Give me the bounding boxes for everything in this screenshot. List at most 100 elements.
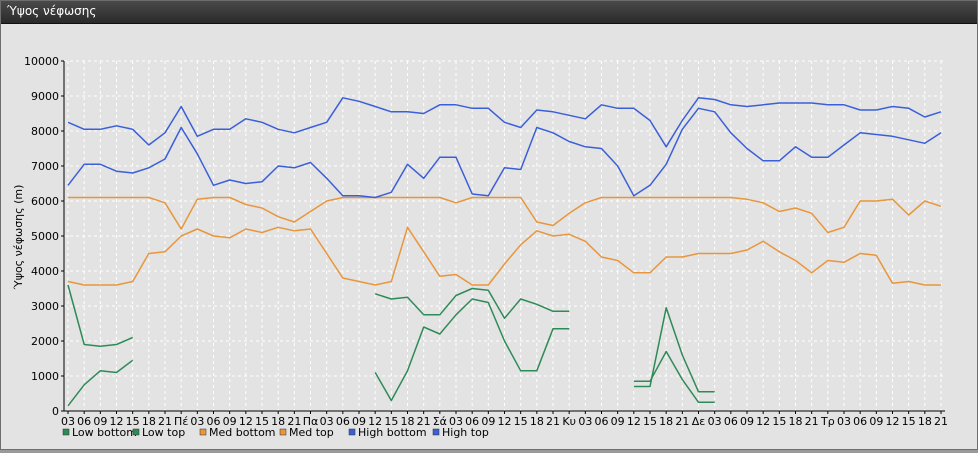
x-tick-label: 18 [530,415,544,428]
x-tick-label: 03 [320,415,334,428]
series-segment [67,226,941,286]
x-tick-label: 15 [643,415,657,428]
legend: Low bottom Low top Med bottom Med top High b… [62,426,489,439]
x-tick-label: Πα [303,415,319,428]
x-tick-label: 21 [417,415,431,428]
y-tick-label: 10000 [24,55,59,68]
title-bar: Ύψος νέφωσης [1,1,977,24]
x-tick-label: 06 [207,415,221,428]
x-tick-label: 03 [190,415,204,428]
legend-swatch [279,428,287,436]
legend-label: Low top [142,426,185,439]
series-low-top [67,298,715,407]
x-tick-label: 21 [805,415,819,428]
series-segment [633,350,715,404]
x-tick-label: 09 [93,415,107,428]
x-tick-label: 12 [627,415,641,428]
x-tick-label: 09 [223,415,237,428]
cloud-height-chart: 0 1000 2000 3000 4000 5000 6000 7000 8000 9000 100… [12,55,948,439]
x-tick-label: 18 [789,415,803,428]
legend-label: Low bottom [72,426,137,439]
series-med-top [68,196,942,234]
y-tick-label: 4000 [31,265,59,278]
y-tick-label: 0 [52,405,59,418]
x-tick-label: 06 [336,415,350,428]
x-tick-label: 06 [853,415,867,428]
x-tick-label: 03 [61,415,75,428]
x-tick-label: 15 [384,415,398,428]
legend-label: High bottom [358,426,427,439]
x-tick-label: 09 [352,415,366,428]
series-med-bottom [67,226,941,286]
x-tick-label: 03 [708,415,722,428]
x-tick-label: 21 [158,415,172,428]
x-tick-label: 18 [142,415,156,428]
x-tick-label: 06 [724,415,738,428]
x-tick-label: 12 [498,415,512,428]
x-tick-label: 21 [287,415,301,428]
x-tick-label: 12 [368,415,382,428]
legend-swatch [199,428,207,436]
series-segment [374,287,570,320]
series-segment [67,284,133,348]
series-lines [67,97,942,407]
x-tick-label: 12 [239,415,253,428]
y-tick-label: 8000 [31,125,59,138]
x-tick-label: 21 [546,415,560,428]
series-segment [67,359,134,407]
plot-frame: 0 1000 2000 3000 4000 5000 6000 7000 8000 9000 100… [1,25,977,449]
series-segment [633,307,715,393]
x-tick-label: 12 [756,415,770,428]
grid [64,60,945,412]
y-tick-label: 2000 [31,335,59,348]
x-tick-label: Σά [433,415,447,428]
x-tick-label: 18 [271,415,285,428]
x-tick-label: 21 [934,415,948,428]
legend-swatch [62,428,70,436]
y-axis-label: Ύψος νέφωσης (m) [12,185,25,291]
axes: 0 1000 2000 3000 4000 5000 6000 7000 8000 9000 100… [24,55,948,428]
legend-swatch [348,428,356,436]
x-tick-label: 09 [740,415,754,428]
series-segment [67,97,942,148]
x-tick-label: 15 [255,415,269,428]
x-tick-label: 03 [449,415,463,428]
legend-label: High top [442,426,489,439]
legend-swatch [432,428,440,436]
x-tick-label: 18 [401,415,415,428]
x-tick-label: Πέ [174,415,188,428]
x-tick-label: 09 [481,415,495,428]
y-tick-label: 9000 [31,90,59,103]
x-tick-label: 09 [869,415,883,428]
x-tick-label: 15 [126,415,140,428]
legend-label: Med bottom [209,426,276,439]
window-title: Ύψος νέφωσης [7,4,97,18]
x-tick-label: 03 [578,415,592,428]
legend-label: Med top [289,426,334,439]
y-tick-label: 1000 [31,370,59,383]
x-tick-label: 06 [595,415,609,428]
series-segment [67,107,942,199]
x-tick-label: Κυ [562,415,576,428]
legend-swatch [132,428,140,436]
series-high-top [67,97,942,148]
x-tick-label: 15 [772,415,786,428]
series-segment [374,298,570,402]
x-tick-label: 03 [837,415,851,428]
series-low-bottom [67,284,715,393]
x-tick-label: 18 [659,415,673,428]
series-segment [68,196,942,234]
x-tick-label: 18 [918,415,932,428]
y-tick-label: 7000 [31,160,59,173]
x-tick-label: 15 [902,415,916,428]
x-tick-label: 15 [514,415,528,428]
x-tick-label: 06 [77,415,91,428]
x-tick-label: 12 [886,415,900,428]
x-tick-label: 09 [611,415,625,428]
y-tick-label: 6000 [31,195,59,208]
x-tick-label: 21 [675,415,689,428]
x-tick-label: 06 [465,415,479,428]
x-tick-label: Τρ [820,415,835,428]
y-tick-label: 5000 [31,230,59,243]
